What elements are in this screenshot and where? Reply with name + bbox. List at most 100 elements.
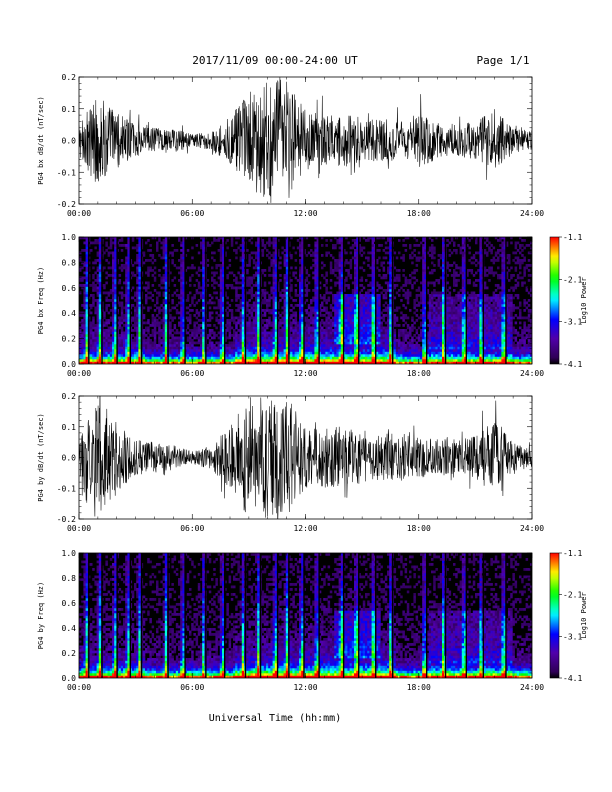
spectrogram-cell bbox=[94, 331, 97, 335]
spectrogram-cell bbox=[219, 339, 223, 342]
spectrogram-cell bbox=[118, 281, 122, 285]
spectrogram-cell bbox=[134, 346, 137, 350]
spectrogram-cell bbox=[233, 356, 236, 360]
spectrogram-cell bbox=[294, 291, 298, 295]
spectrogram-cell bbox=[202, 271, 205, 275]
spectrogram-cell bbox=[369, 281, 372, 285]
spectrogram-cell bbox=[98, 261, 102, 265]
spectrogram-cell bbox=[257, 306, 260, 310]
spectrogram-cell bbox=[323, 344, 326, 347]
spectrogram-cell bbox=[222, 344, 225, 347]
spectrogram-cell bbox=[90, 331, 93, 335]
spectrogram-cell bbox=[120, 244, 124, 247]
spectrogram-cell bbox=[314, 349, 317, 352]
spectrogram-cell bbox=[109, 341, 113, 345]
spectrogram-cell bbox=[85, 339, 89, 342]
spectrogram-cell bbox=[384, 359, 388, 362]
spectrogram-cell bbox=[138, 331, 141, 335]
spectrogram-cell bbox=[211, 354, 214, 357]
spectrogram-cell bbox=[362, 329, 366, 332]
spectrogram-cell bbox=[248, 341, 251, 345]
spectrogram-cell bbox=[182, 256, 185, 260]
spectrogram-cell bbox=[367, 349, 370, 352]
spectrogram-cell bbox=[279, 334, 282, 337]
spectrogram-cell bbox=[208, 319, 212, 322]
spectrogram-cell bbox=[323, 294, 326, 297]
spectrogram-cell bbox=[274, 249, 278, 252]
spectrogram-cell bbox=[334, 259, 337, 262]
spectrogram-cell bbox=[356, 291, 359, 295]
spectrogram-cell bbox=[127, 289, 130, 292]
spectrogram-cell bbox=[171, 251, 174, 255]
spectrogram-cell bbox=[230, 359, 234, 362]
spectrogram-cell bbox=[107, 274, 111, 277]
spectrogram-cell bbox=[228, 264, 232, 267]
spectrogram-cell bbox=[387, 349, 390, 352]
spectrogram-cell bbox=[138, 356, 141, 360]
spectrogram-cell bbox=[127, 299, 130, 302]
spectrogram-cell bbox=[356, 316, 359, 320]
spectrogram-cell bbox=[301, 314, 304, 317]
spectrogram-cell bbox=[153, 289, 157, 292]
spectrogram-cell bbox=[354, 289, 357, 292]
spectrogram-cell bbox=[98, 251, 102, 255]
spectrogram-cell bbox=[222, 314, 225, 317]
spectrogram-cell bbox=[371, 296, 375, 300]
spectrogram-cell bbox=[274, 271, 278, 275]
spectrogram-cell bbox=[321, 329, 324, 332]
spectrogram-cell bbox=[224, 351, 227, 355]
spectrogram-cell bbox=[208, 359, 212, 362]
spectrogram-cell bbox=[118, 346, 122, 350]
spectrogram-cell bbox=[189, 304, 192, 307]
spectrogram-cell bbox=[107, 336, 111, 340]
spectrogram-cell bbox=[180, 351, 183, 355]
spectrogram-cell bbox=[334, 269, 337, 272]
spectrogram-cell bbox=[127, 256, 130, 260]
spectrogram-cell bbox=[158, 239, 161, 242]
spectrogram-cell bbox=[189, 291, 192, 295]
spectrogram-cell bbox=[83, 241, 86, 245]
spectrogram-cell bbox=[200, 291, 203, 295]
spectrogram-cell bbox=[299, 241, 302, 245]
spectrogram-cell bbox=[200, 269, 203, 272]
spectrogram-cell bbox=[94, 329, 97, 332]
spectrogram-cell bbox=[156, 314, 159, 317]
spectrogram-cell bbox=[191, 356, 194, 360]
spectrogram-cell bbox=[208, 339, 212, 342]
spectrogram-cell bbox=[329, 314, 333, 317]
spectrogram-cell bbox=[345, 294, 348, 297]
spectrogram-cell bbox=[382, 314, 386, 317]
spectrogram-cell bbox=[156, 331, 159, 335]
spectrogram-cell bbox=[213, 324, 216, 327]
spectrogram-cell bbox=[393, 286, 397, 290]
spectrogram-cell bbox=[208, 356, 212, 360]
spectrogram-cell bbox=[257, 271, 260, 275]
spectrogram-cell bbox=[356, 271, 359, 275]
spectrogram-cell bbox=[252, 309, 256, 312]
spectrogram-cell bbox=[349, 326, 353, 330]
spectrogram-cell bbox=[301, 291, 304, 295]
spectrogram-cell bbox=[382, 237, 386, 240]
spectrogram-cell bbox=[356, 321, 359, 325]
spectrogram-cell bbox=[136, 334, 139, 337]
spectrogram-cell bbox=[118, 304, 122, 307]
spectrogram-cell bbox=[378, 324, 381, 327]
spectrogram-cell bbox=[389, 334, 392, 337]
spectrogram-cell bbox=[200, 309, 203, 312]
spectrogram-cell bbox=[85, 237, 89, 240]
spectrogram-cell bbox=[178, 316, 181, 320]
spectrogram-cell bbox=[136, 291, 139, 295]
spectrogram-cell bbox=[255, 329, 258, 332]
spectrogram-cell bbox=[160, 331, 163, 335]
spectrogram-cell bbox=[281, 334, 284, 337]
spectrogram-cell bbox=[382, 309, 386, 312]
spectrogram-cell bbox=[349, 359, 353, 362]
spectrogram-cell bbox=[351, 346, 355, 350]
spectrogram-cell bbox=[257, 329, 260, 332]
spectrogram-cell bbox=[149, 351, 152, 355]
spectrogram-cell bbox=[85, 289, 89, 292]
spectrogram-cell bbox=[230, 286, 234, 290]
spectrogram-cell bbox=[200, 356, 203, 360]
spectrogram-cell bbox=[147, 346, 150, 350]
spectrogram-cell bbox=[316, 264, 320, 267]
